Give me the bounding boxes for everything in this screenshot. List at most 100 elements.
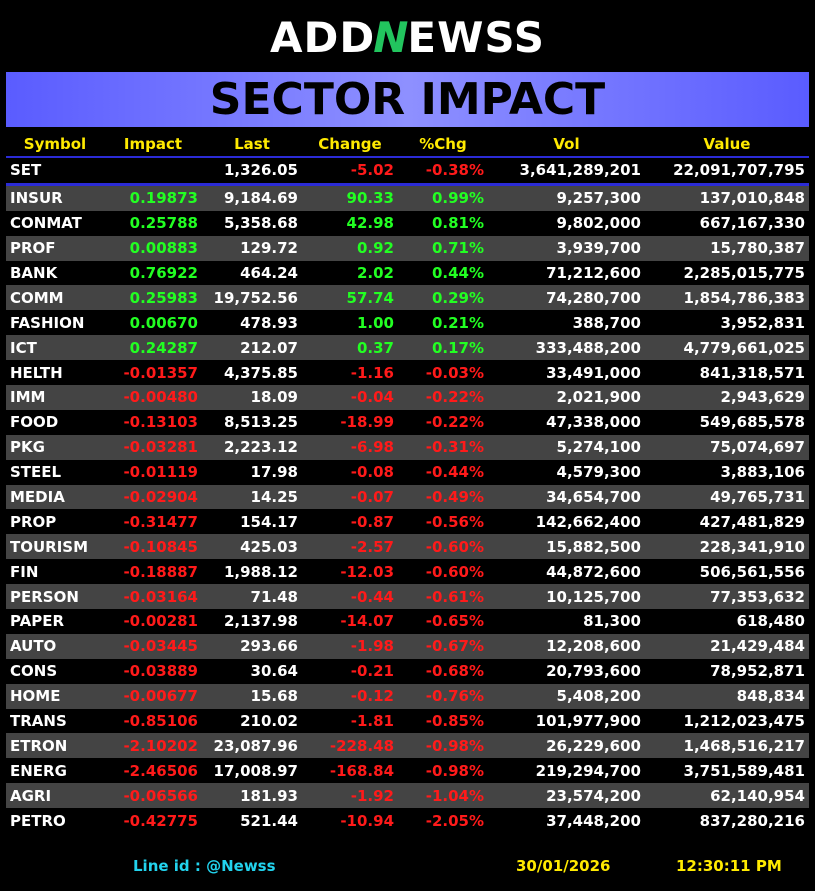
cell-change: -14.07	[302, 609, 398, 634]
cell-last: 293.66	[202, 633, 302, 659]
cell-change: 2.02	[302, 260, 398, 286]
cell-impact: -0.03889	[104, 658, 202, 684]
cell-change: -0.07	[302, 484, 398, 510]
cell-value: 49,765,731	[645, 484, 809, 510]
cell-change: -168.84	[302, 758, 398, 784]
cell-vol: 37,448,200	[488, 808, 645, 834]
cell-impact: -0.31477	[104, 509, 202, 535]
cell-pct: -2.05%	[398, 808, 488, 834]
cell-last: 521.44	[202, 808, 302, 834]
cell-pct: -0.49%	[398, 484, 488, 510]
cell-value: 549,685,578	[645, 409, 809, 435]
cell-last: 2,223.12	[202, 434, 302, 460]
cell-last: 17,008.97	[202, 758, 302, 784]
page-title: SECTOR IMPACT	[209, 74, 606, 125]
cell-change: 0.37	[302, 335, 398, 361]
cell-last: 4,375.85	[202, 360, 302, 386]
cell-last: 212.07	[202, 335, 302, 361]
cell-vol: 15,882,500	[488, 534, 645, 560]
cell-symbol: PAPER	[6, 609, 104, 634]
cell-symbol: PROP	[6, 509, 104, 535]
cell-change: 42.98	[302, 210, 398, 236]
header-row: Symbol Impact Last Change %Chg Vol Value	[6, 132, 809, 158]
cell-symbol: PKG	[6, 434, 104, 460]
cell-symbol: CONMAT	[6, 210, 104, 236]
cell-symbol: INSUR	[6, 184, 104, 211]
cell-pct: -0.67%	[398, 633, 488, 659]
cell-last: 19,752.56	[202, 285, 302, 311]
cell-pct: 0.29%	[398, 285, 488, 311]
cell-value: 4,779,661,025	[645, 335, 809, 361]
cell-vol: 81,300	[488, 609, 645, 634]
cell-pct: -0.60%	[398, 534, 488, 560]
cell-value: 75,074,697	[645, 434, 809, 460]
cell-pct: -0.03%	[398, 360, 488, 386]
cell-pct: 0.99%	[398, 184, 488, 211]
cell-vol: 34,654,700	[488, 484, 645, 510]
title-banner: SECTOR IMPACT	[6, 72, 809, 127]
cell-symbol: MEDIA	[6, 484, 104, 510]
cell-vol: 388,700	[488, 310, 645, 336]
cell-pct: 0.17%	[398, 335, 488, 361]
cell-impact: 0.25983	[104, 285, 202, 311]
table-row: CONMAT 0.25788 5,358.68 42.98 0.81% 9,802,000…	[6, 210, 809, 236]
cell-symbol: ETRON	[6, 733, 104, 759]
table-row: PAPER -0.00281 2,137.98 -14.07 -0.65% 81,300 6…	[6, 609, 809, 634]
cell-change: -12.03	[302, 559, 398, 585]
table-row: ICT 0.24287 212.07 0.37 0.17% 333,488,200 4,77…	[6, 335, 809, 361]
set-pct: -0.38%	[398, 157, 488, 186]
cell-last: 8,513.25	[202, 409, 302, 435]
cell-last: 5,358.68	[202, 210, 302, 236]
cell-vol: 26,229,600	[488, 733, 645, 759]
cell-impact: -0.10845	[104, 534, 202, 560]
cell-value: 506,561,556	[645, 559, 809, 585]
col-header-vol: Vol	[488, 132, 645, 158]
cell-last: 15.68	[202, 683, 302, 709]
cell-change: 57.74	[302, 285, 398, 311]
cell-last: 129.72	[202, 235, 302, 261]
table-row: MEDIA -0.02904 14.25 -0.07 -0.49% 34,654,700 4…	[6, 484, 809, 510]
cell-impact: -0.00677	[104, 683, 202, 709]
cell-pct: 0.81%	[398, 210, 488, 236]
cell-symbol: STEEL	[6, 459, 104, 485]
cell-symbol: AGRI	[6, 783, 104, 809]
cell-pct: -0.61%	[398, 584, 488, 610]
set-row: SET 1,326.05 -5.02 -0.38% 3,641,289,201 …	[6, 157, 809, 186]
table-row: FIN -0.18887 1,988.12 -12.03 -0.60% 44,872,60…	[6, 559, 809, 585]
cell-symbol: CONS	[6, 658, 104, 684]
cell-value: 78,952,871	[645, 658, 809, 684]
cell-value: 3,883,106	[645, 459, 809, 485]
cell-change: -1.81	[302, 708, 398, 734]
table-row: PKG -0.03281 2,223.12 -6.98 -0.31% 5,274,100 7…	[6, 434, 809, 460]
table-row: COMM 0.25983 19,752.56 57.74 0.29% 74,280,700…	[6, 285, 809, 311]
cell-value: 1,468,516,217	[645, 733, 809, 759]
cell-vol: 9,802,000	[488, 210, 645, 236]
cell-value: 848,834	[645, 683, 809, 709]
cell-impact: 0.24287	[104, 335, 202, 361]
table-row: TRANS -0.85106 210.02 -1.81 -0.85% 101,977,90…	[6, 708, 809, 734]
cell-value: 1,212,023,475	[645, 708, 809, 734]
table-row: IMM -0.00480 18.09 -0.04 -0.22% 2,021,900 2,94…	[6, 385, 809, 410]
cell-symbol: TRANS	[6, 708, 104, 734]
cell-pct: 0.44%	[398, 260, 488, 286]
col-header-impact: Impact	[104, 132, 202, 158]
cell-impact: -2.46506	[104, 758, 202, 784]
cell-pct: -0.22%	[398, 385, 488, 410]
cell-last: 154.17	[202, 509, 302, 535]
cell-impact: -0.00281	[104, 609, 202, 634]
cell-pct: -0.56%	[398, 509, 488, 535]
set-symbol: SET	[6, 157, 104, 186]
cell-change: 1.00	[302, 310, 398, 336]
table-row: PERSON -0.03164 71.48 -0.44 -0.61% 10,125,700…	[6, 584, 809, 610]
cell-value: 427,481,829	[645, 509, 809, 535]
cell-vol: 5,274,100	[488, 434, 645, 460]
cell-symbol: HELTH	[6, 360, 104, 386]
col-header-pct: %Chg	[398, 132, 488, 158]
cell-change: -0.04	[302, 385, 398, 410]
cell-last: 425.03	[202, 534, 302, 560]
cell-pct: -0.68%	[398, 658, 488, 684]
cell-value: 62,140,954	[645, 783, 809, 809]
cell-vol: 23,574,200	[488, 783, 645, 809]
cell-value: 837,280,216	[645, 808, 809, 834]
cell-pct: -0.22%	[398, 409, 488, 435]
